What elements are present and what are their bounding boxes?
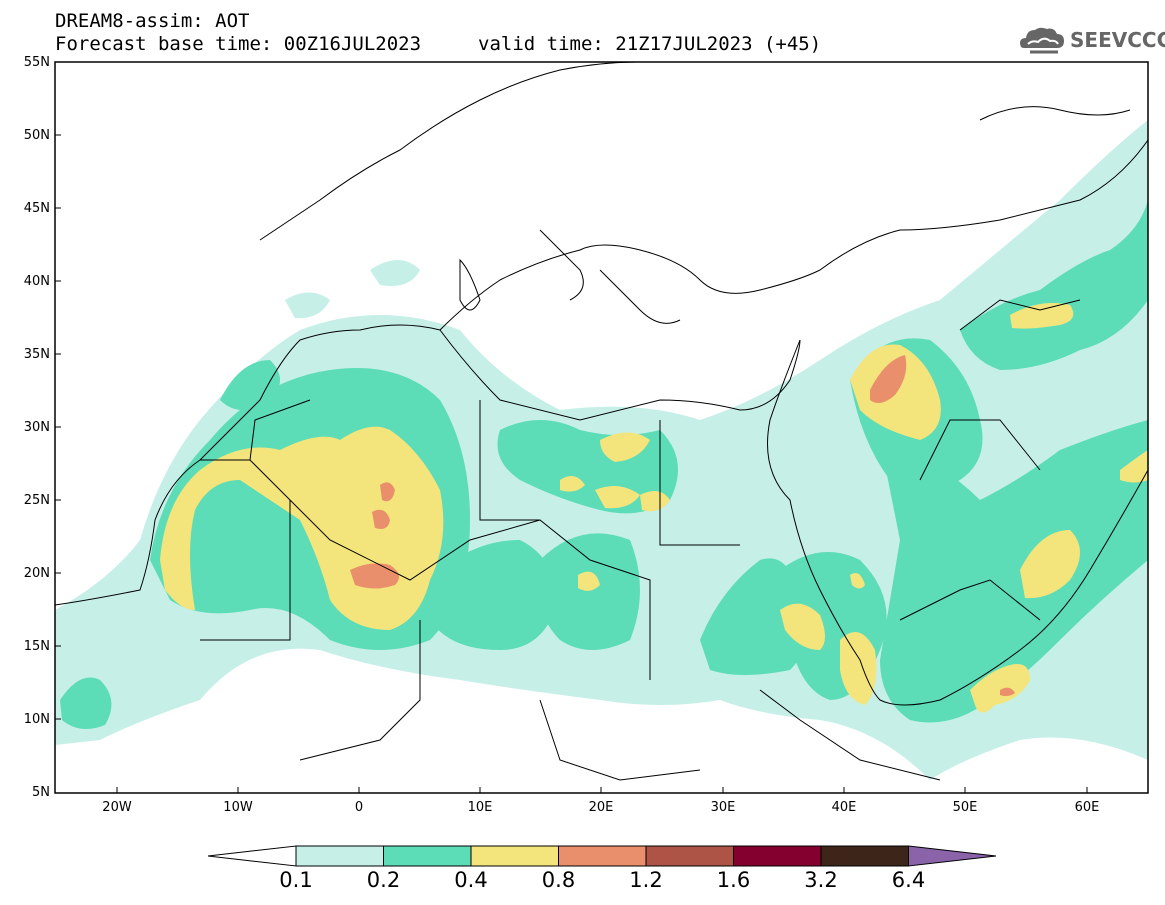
lat-label: 55N xyxy=(23,55,50,70)
colorbar-bin-3 xyxy=(558,845,647,867)
cloud-icon xyxy=(1020,27,1064,54)
lat-label: 30N xyxy=(23,420,50,435)
colorbar-label: 3.2 xyxy=(804,868,838,892)
lat-label: 35N xyxy=(23,347,50,362)
lat-label: 25N xyxy=(23,493,50,508)
colorbar xyxy=(207,845,997,867)
colorbar-over-triangle xyxy=(908,845,997,867)
lon-label: 50E xyxy=(952,800,978,815)
lat-label: 45N xyxy=(23,201,50,216)
colorbar-bin-1 xyxy=(383,845,472,867)
lat-label: 40N xyxy=(23,274,50,289)
seevccc-logo: SEEVCCC xyxy=(1018,22,1165,58)
lon-label: 0 xyxy=(354,800,364,815)
colorbar-bin-4 xyxy=(645,845,734,867)
lon-label: 30E xyxy=(710,800,736,815)
colorbar-bin-2 xyxy=(470,845,559,867)
lon-label: 40E xyxy=(831,800,857,815)
colorbar-under-triangle xyxy=(207,845,297,867)
lon-label: 10E xyxy=(467,800,493,815)
lon-label: 10W xyxy=(223,800,253,815)
colorbar-label: 0.8 xyxy=(541,868,576,892)
colorbar-label: 6.4 xyxy=(891,868,926,892)
product-title: DREAM8-assim: AOT xyxy=(55,10,250,32)
tick-marks xyxy=(55,61,1088,793)
lat-label: 20N xyxy=(23,566,50,581)
lon-label: 20W xyxy=(102,800,132,815)
lat-label: 5N xyxy=(32,785,50,800)
logo-text: SEEVCCC xyxy=(1070,28,1165,52)
colorbar-label: 1.6 xyxy=(716,868,751,892)
colorbar-label: 0.1 xyxy=(279,868,313,892)
forecast-base-time: Forecast base time: 00Z16JUL2023 xyxy=(55,33,422,55)
colorbar-label: 1.2 xyxy=(629,868,663,892)
lon-label: 20E xyxy=(588,800,614,815)
lat-label: 50N xyxy=(23,128,50,143)
colorbar-bin-6 xyxy=(820,845,909,867)
aot-level-0.8 xyxy=(350,355,1015,697)
colorbar-label: 0.4 xyxy=(454,868,488,892)
colorbar-label: 0.2 xyxy=(366,868,401,892)
colorbar-bin-5 xyxy=(733,845,822,867)
boundaries xyxy=(55,62,1148,781)
valid-time: valid time: 21Z17JUL2023 (+45) xyxy=(478,33,822,55)
lat-label: 15N xyxy=(23,639,50,654)
lat-label: 10N xyxy=(23,712,50,727)
lon-label: 60E xyxy=(1074,800,1100,815)
aot-field xyxy=(55,120,1148,780)
colorbar-bin-0 xyxy=(295,845,384,867)
